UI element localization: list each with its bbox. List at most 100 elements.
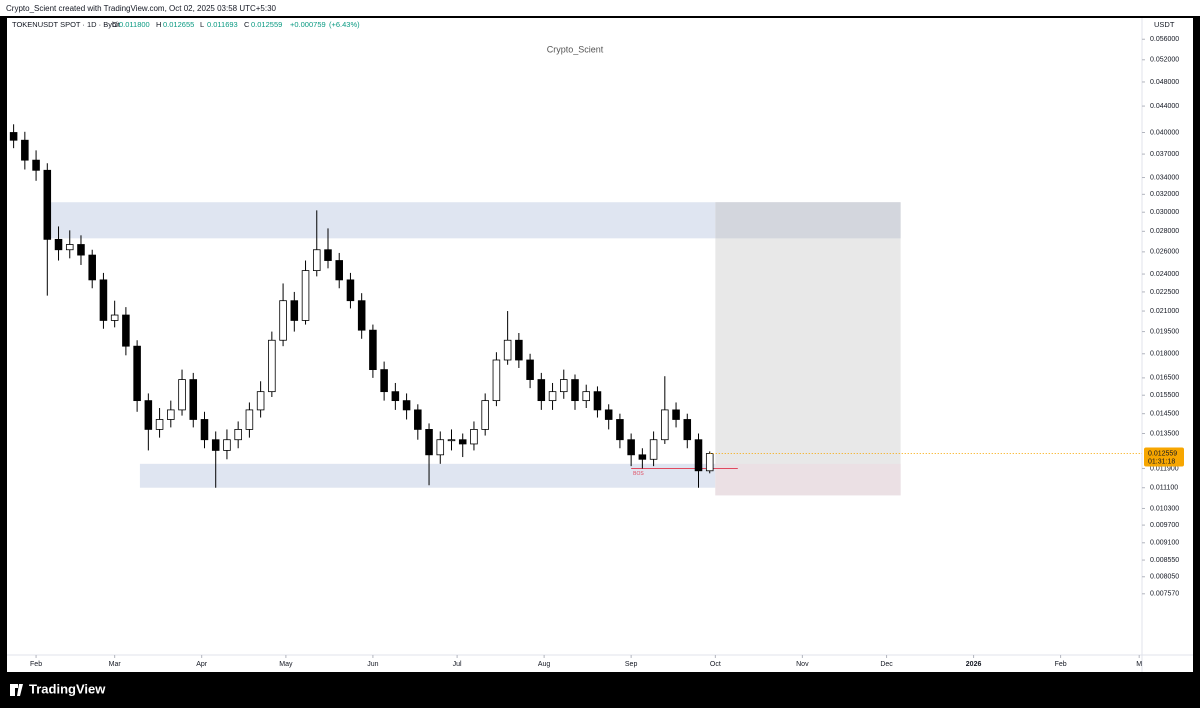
candle-body bbox=[290, 300, 299, 321]
candle-body bbox=[447, 439, 456, 442]
candle-body bbox=[571, 379, 579, 402]
candle-body bbox=[324, 249, 332, 261]
candle-body bbox=[155, 419, 164, 430]
candle-body bbox=[548, 391, 557, 402]
candle-body bbox=[144, 400, 153, 430]
y-tick-label: 0.009100 bbox=[1150, 540, 1179, 547]
x-tick-label: Mar bbox=[109, 661, 122, 668]
y-tick-label: 0.016500 bbox=[1150, 375, 1179, 382]
candle-body bbox=[88, 254, 96, 281]
plot: BOS bbox=[9, 124, 901, 496]
candle-body bbox=[312, 249, 321, 272]
y-tick-label: 0.014500 bbox=[1150, 411, 1179, 418]
candle-body bbox=[256, 391, 265, 411]
y-tick-label: 0.011900 bbox=[1150, 465, 1179, 472]
candle-body bbox=[560, 379, 568, 393]
y-tick-label: 0.052000 bbox=[1150, 57, 1179, 64]
y-tick-label: 0.010300 bbox=[1150, 505, 1179, 512]
candle-body bbox=[133, 345, 141, 402]
header-bar bbox=[0, 0, 1200, 16]
candle-body bbox=[357, 300, 366, 331]
currency: USDT bbox=[1154, 20, 1175, 29]
legend-key: O bbox=[112, 20, 118, 29]
candle-body bbox=[43, 169, 52, 240]
y-tick-label: 0.030000 bbox=[1150, 209, 1179, 216]
y-tick-label: 0.056000 bbox=[1150, 36, 1179, 43]
y-tick-label: 0.019500 bbox=[1150, 328, 1179, 335]
candle-body bbox=[492, 359, 501, 402]
x-tick-label: Oct bbox=[710, 661, 721, 668]
y-tick-label: 0.021000 bbox=[1150, 308, 1179, 315]
y-tick-label: 0.024000 bbox=[1150, 271, 1179, 278]
zone bbox=[139, 463, 716, 488]
legend-key: H bbox=[156, 20, 161, 29]
candle-body bbox=[200, 419, 209, 441]
candle-body bbox=[369, 329, 377, 371]
x-tick-label: May bbox=[279, 661, 293, 668]
x-tick-label: Feb bbox=[1055, 661, 1067, 668]
candle-body bbox=[301, 270, 310, 321]
candle-body bbox=[526, 359, 534, 380]
candle-body bbox=[649, 439, 658, 460]
candle-body bbox=[638, 454, 647, 460]
x-tick-label: Aug bbox=[538, 661, 551, 668]
candle-body bbox=[391, 391, 400, 402]
candle-body bbox=[380, 369, 388, 393]
candle-body bbox=[234, 429, 242, 441]
legend-symbol: TOKENUSDT SPOT · 1D · Bybit bbox=[12, 20, 121, 29]
candle-body bbox=[54, 238, 63, 251]
legend-change-pct: (+6.43%) bbox=[329, 20, 360, 29]
x-tick-label: Feb bbox=[30, 661, 42, 668]
y-tick-label: 0.048000 bbox=[1150, 79, 1179, 86]
candle-body bbox=[268, 339, 276, 393]
legend-value: 0.012559 bbox=[251, 20, 282, 29]
candle-body bbox=[77, 244, 85, 256]
y-tick-label: 0.013500 bbox=[1150, 430, 1179, 437]
y-tick-label: 0.009700 bbox=[1150, 522, 1179, 529]
legend-value: 0.011800 bbox=[119, 20, 150, 29]
candle-body bbox=[9, 132, 18, 141]
zone bbox=[715, 463, 901, 496]
watermark: Crypto_Scient bbox=[547, 44, 604, 54]
legend-value: 0.011693 bbox=[207, 20, 238, 29]
candle-body bbox=[672, 409, 680, 420]
legend-key: L bbox=[200, 20, 204, 29]
bos-label: BOS bbox=[633, 471, 644, 477]
candle-body bbox=[279, 300, 287, 341]
candle-body bbox=[402, 400, 411, 411]
candle-body bbox=[593, 391, 602, 411]
candle-body bbox=[346, 279, 355, 302]
x-tick-label: 2026 bbox=[966, 661, 982, 668]
y-tick-label: 0.022500 bbox=[1150, 289, 1179, 296]
candle-body bbox=[99, 279, 108, 321]
candle-body bbox=[122, 314, 130, 347]
y-tick-label: 0.026000 bbox=[1150, 249, 1179, 256]
candle-body bbox=[436, 439, 445, 456]
candle-body bbox=[537, 379, 546, 402]
candle-body bbox=[65, 244, 74, 251]
candle-body bbox=[683, 419, 692, 441]
zone bbox=[715, 202, 901, 239]
candle-body bbox=[21, 139, 29, 161]
candle-body bbox=[245, 409, 254, 430]
y-tick-label: 0.034000 bbox=[1150, 174, 1179, 181]
y-tick-label: 0.032000 bbox=[1150, 191, 1179, 198]
y-tick-label: 0.018000 bbox=[1150, 351, 1179, 358]
candle-body bbox=[694, 439, 703, 472]
y-tick-label: 0.037000 bbox=[1150, 151, 1179, 158]
y-tick-label: 0.028000 bbox=[1150, 228, 1179, 235]
legend-value: 0.012655 bbox=[163, 20, 194, 29]
candle-body bbox=[425, 429, 433, 456]
candle-body bbox=[582, 391, 590, 402]
y-tick-label: 0.015500 bbox=[1150, 392, 1179, 399]
candle-body bbox=[470, 429, 478, 445]
footer-brand: TradingView bbox=[29, 681, 106, 696]
x-tick-label: Dec bbox=[880, 661, 893, 668]
legend-change: +0.000759 bbox=[290, 20, 326, 29]
candle-body bbox=[414, 409, 422, 430]
last-price-label: 0.012559 bbox=[1148, 450, 1177, 457]
candle-body bbox=[503, 339, 512, 361]
candle-body bbox=[627, 439, 635, 456]
legend-key: C bbox=[244, 20, 250, 29]
candle-body bbox=[481, 400, 489, 430]
